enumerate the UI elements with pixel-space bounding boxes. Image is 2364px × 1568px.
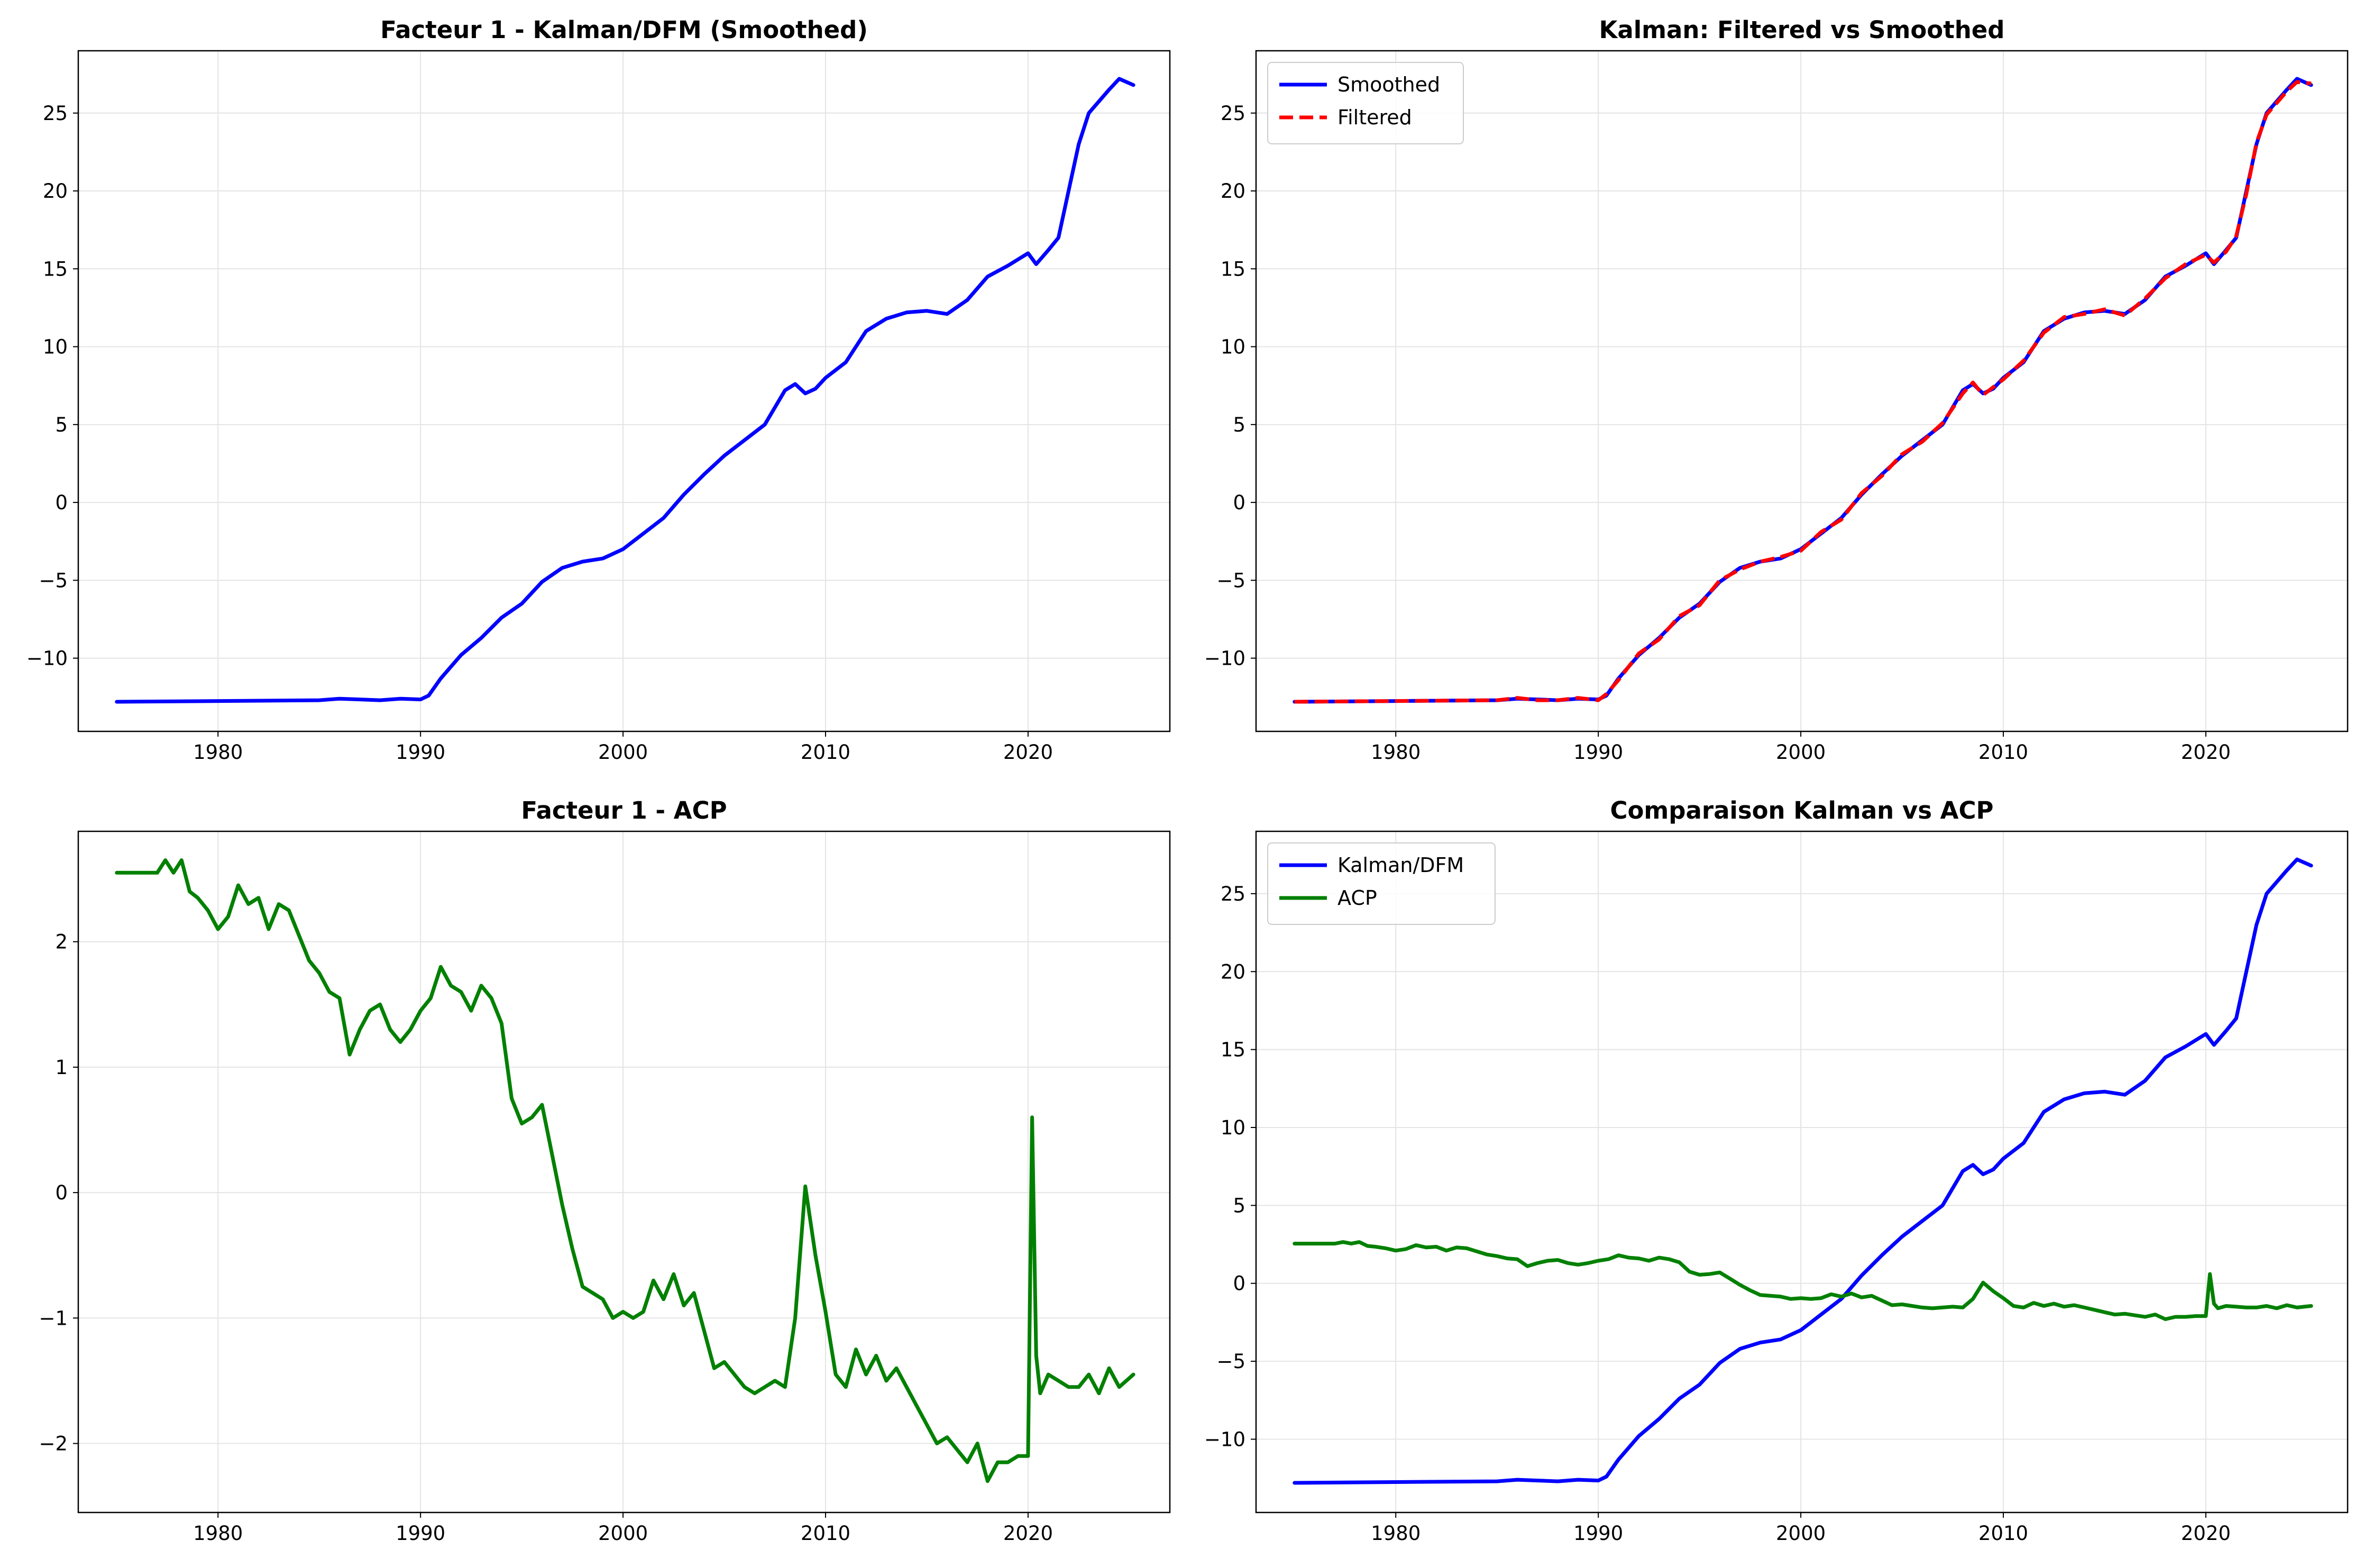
x-tick-label: 1980 <box>1371 741 1421 764</box>
chart-title: Comparaison Kalman vs ACP <box>1610 796 1993 824</box>
x-tick-label: 2010 <box>1978 1522 2028 1545</box>
x-tick-label: 1990 <box>1573 741 1623 764</box>
y-tick-label: 20 <box>1221 960 1245 983</box>
chart-panel-2: 1980 1990 2000 2010 2020 −10 −5 0 5 10 15 20 25 Kalma… <box>1204 16 2349 764</box>
y-tick-label: 1 <box>55 1056 68 1079</box>
x-tick-label: 2020 <box>1003 1522 1053 1545</box>
y-tick-label: 20 <box>1221 180 1245 203</box>
x-tick-label: 2010 <box>801 1522 850 1545</box>
x-tick-label: 2000 <box>1776 741 1826 764</box>
y-tick-label: 5 <box>1233 414 1245 436</box>
series-line-smoothed <box>1293 77 2313 704</box>
y-tick-label: 20 <box>43 180 68 203</box>
y-tick-label: −10 <box>26 647 68 670</box>
y-tick-label: −10 <box>1204 1428 1245 1451</box>
x-tick-label: 2010 <box>801 741 850 764</box>
y-tick-label: 0 <box>55 491 68 514</box>
legend-label: Filtered <box>1337 106 1412 129</box>
y-tick-label: 10 <box>43 336 68 359</box>
chart-title: Kalman: Filtered vs Smoothed <box>1599 16 2004 44</box>
x-tick-label: 1980 <box>193 741 243 764</box>
x-tick-label: 1990 <box>396 741 445 764</box>
x-tick-label: 2000 <box>1776 1522 1826 1545</box>
y-tick-label: 15 <box>43 258 68 280</box>
legend-label: ACP <box>1337 886 1377 910</box>
y-tick-label: −1 <box>39 1307 68 1329</box>
y-tick-label: 0 <box>1233 1272 1245 1295</box>
y-tick-label: 10 <box>1221 1116 1245 1139</box>
x-tick-label: 2020 <box>2181 1522 2231 1545</box>
series-line-acp <box>1293 1240 2313 1321</box>
y-tick-label: −10 <box>1204 647 1245 670</box>
y-tick-label: 10 <box>1221 336 1245 359</box>
x-tick-label: 2010 <box>1978 741 2028 764</box>
chart-panel-4: 1980 1990 2000 2010 2020 −10 −5 0 5 10 15 20 25 Compa… <box>1204 796 2349 1545</box>
x-tick-label: 1990 <box>396 1522 445 1545</box>
x-tick-label: 1990 <box>1573 1522 1623 1545</box>
axes-frame <box>1255 830 2349 1514</box>
series-line-1 <box>115 77 1135 704</box>
y-tick-label: −5 <box>1216 569 1245 592</box>
y-tick-label: 0 <box>1233 491 1245 514</box>
x-tick-label: 2000 <box>598 741 648 764</box>
y-tick-label: 25 <box>43 102 68 125</box>
x-tick-label: 2020 <box>2181 741 2231 764</box>
y-tick-label: 15 <box>1221 1039 1245 1061</box>
y-tick-label: −5 <box>39 569 68 592</box>
y-tick-label: 5 <box>1233 1194 1245 1217</box>
axes-frame <box>77 50 1171 732</box>
y-tick-label: 25 <box>1221 102 1245 125</box>
x-tick-label: 2020 <box>1003 741 1053 764</box>
chart-panel-1: 1980 1990 2000 2010 2020 −10 −5 0 5 10 15 20 25 Facte… <box>26 16 1171 764</box>
axes-frame <box>1255 50 2349 732</box>
x-tick-label: 1980 <box>1371 1522 1421 1545</box>
chart-title: Facteur 1 - ACP <box>521 796 727 824</box>
x-tick-label: 1980 <box>193 1522 243 1545</box>
chart-panel-3: 1980 1990 2000 2010 2020 −2 −1 0 1 2 Facteur 1 - A… <box>39 796 1171 1545</box>
series-line-filtered <box>1294 80 2312 704</box>
y-tick-label: 0 <box>55 1181 68 1204</box>
y-tick-label: 2 <box>55 931 68 953</box>
y-tick-label: 25 <box>1221 883 1245 905</box>
y-tick-label: 15 <box>1221 258 1245 280</box>
series-line-1 <box>115 858 1135 1483</box>
axes-frame <box>77 830 1171 1514</box>
y-tick-label: −2 <box>39 1433 68 1455</box>
y-tick-label: −5 <box>1216 1350 1245 1373</box>
y-tick-label: 5 <box>55 414 68 436</box>
series-line-kalman-dfm <box>1293 857 2313 1485</box>
chart-title: Facteur 1 - Kalman/DFM (Smoothed) <box>380 16 868 44</box>
legend-label: Kalman/DFM <box>1337 854 1464 877</box>
legend-label: Smoothed <box>1337 73 1440 96</box>
x-tick-label: 2000 <box>598 1522 648 1545</box>
